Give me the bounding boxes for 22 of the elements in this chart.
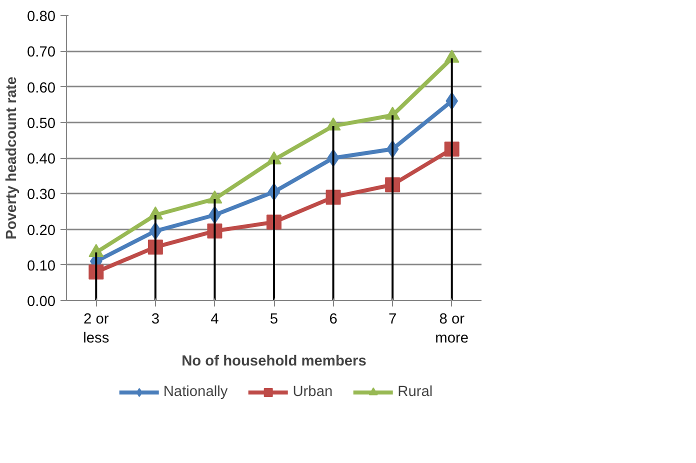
- x-tick-label: 7: [388, 312, 397, 328]
- x-tick-label: 5: [270, 312, 278, 328]
- y-tick-label: 0.30: [26, 187, 56, 204]
- y-tick-label: 0.00: [26, 294, 56, 310]
- y-tick-label: 0.70: [26, 44, 56, 61]
- x-axis-title: No of household members: [182, 354, 366, 370]
- x-tick-label: 8 or more: [435, 312, 469, 347]
- y-axis-title: Poverty headcount rate: [4, 76, 20, 240]
- x-tick-label: 2 or less: [83, 312, 110, 347]
- legend-label: Nationally: [163, 384, 228, 400]
- y-tick-label: 0.10: [26, 258, 56, 274]
- y-tick-label: 0.60: [26, 80, 56, 96]
- y-tick-label: 0.80: [26, 9, 56, 25]
- x-tick-label: 3: [151, 312, 160, 328]
- y-tick-label: 0.40: [26, 152, 56, 168]
- point: [444, 50, 460, 63]
- x-tick-label: 6: [329, 312, 338, 328]
- legend-label: Rural: [398, 384, 433, 400]
- legend-label: Urban: [292, 384, 333, 400]
- y-tick-label: 0.50: [26, 116, 56, 132]
- x-tick-label: 4: [210, 312, 219, 328]
- y-tick-label: 0.20: [26, 222, 56, 239]
